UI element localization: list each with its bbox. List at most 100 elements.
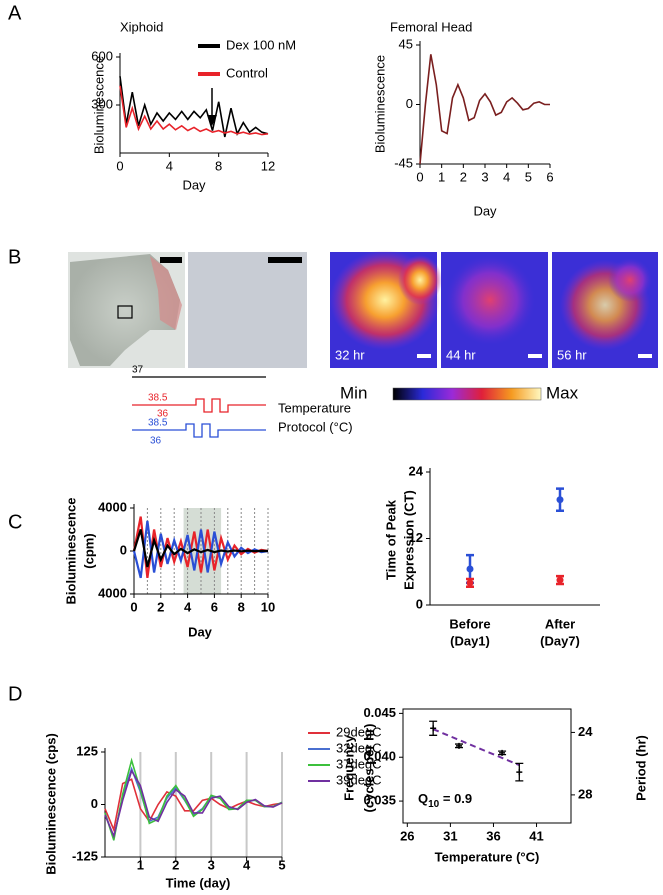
y-tick-label: 0	[120, 542, 127, 557]
point	[499, 749, 506, 756]
protocol-title: Protocol (°C)	[278, 419, 353, 434]
color-bar	[392, 387, 542, 401]
y-axis-label: Bioluminescence (cps)	[43, 733, 58, 875]
x-tick-label: 36	[486, 828, 500, 843]
x-tick-label: After	[545, 616, 575, 631]
protocol-label: 38.5	[148, 393, 168, 404]
y-axis-label: Bioluminescence	[91, 56, 106, 154]
point	[456, 742, 462, 749]
x-axis-label: Time (day)	[166, 875, 231, 890]
series-line	[104, 778, 283, 833]
time-label: 56 hr	[557, 347, 587, 362]
annotation-part: Q	[418, 791, 428, 806]
x-tick-label: 4	[503, 169, 510, 184]
panel-label: B	[8, 246, 21, 268]
point	[466, 565, 474, 573]
y-tick-label: 45	[399, 36, 413, 51]
x-tick-label: 6	[211, 599, 218, 614]
series-line	[419, 54, 550, 165]
y-axis-label: (cycles per hr)	[361, 724, 376, 813]
time-label: 44 hr	[446, 347, 476, 362]
series-line	[119, 85, 269, 136]
y-tick-label: 600	[91, 48, 113, 63]
y2-axis-label: Period (hr)	[633, 735, 648, 801]
fit-line	[432, 728, 520, 767]
legend-label: 32degC	[336, 740, 382, 755]
y-tick-label: 4000	[98, 585, 127, 600]
y-tick-label: 125	[76, 743, 98, 758]
protocol-label: 38.5	[148, 418, 168, 429]
scale-max: Max	[546, 383, 579, 402]
x-tick-label: 2	[460, 169, 467, 184]
x-tick-label: 4	[243, 857, 251, 872]
y-axis-label: Expression (CT)	[401, 490, 416, 590]
protocol-title: Temperature	[278, 400, 351, 415]
y-tick-label: -125	[72, 848, 98, 863]
point	[556, 576, 564, 584]
x-axis-label: Temperature (°C)	[435, 849, 540, 864]
panel-label: A	[8, 2, 22, 24]
y-tick-label: 0.040	[363, 749, 396, 764]
protocol-label: 36	[150, 436, 162, 447]
point	[430, 725, 437, 732]
panel-label: C	[8, 511, 22, 533]
legend-label: 39degC	[336, 772, 382, 787]
x-tick-label: 0	[130, 599, 137, 614]
x-tick-label: 8	[215, 158, 222, 173]
y-tick-label: 0.035	[363, 793, 396, 808]
x-tick-label: 2	[172, 857, 179, 872]
x-tick-label: 4	[166, 158, 173, 173]
protocol-label: 36	[157, 409, 169, 420]
heat-maps	[330, 250, 658, 368]
y-axis-label: Time of Peak	[383, 499, 398, 580]
y-axis-label: (cpm)	[81, 533, 96, 568]
x-tick-label: 1	[137, 857, 144, 872]
x-tick-label: 2	[157, 599, 164, 614]
x-tick-label: 12	[261, 158, 275, 173]
chart-title: Xiphoid	[120, 19, 163, 34]
y2-tick-label: 28	[578, 786, 592, 801]
x-tick-label: 0	[116, 158, 123, 173]
chart-title: Femoral Head	[390, 19, 472, 34]
time-label: 32 hr	[335, 347, 365, 362]
x-tick-label: 5	[278, 857, 285, 872]
x-tick-label: (Day1)	[450, 633, 490, 648]
y-tick-label: -45	[394, 155, 413, 170]
y-axis-label: Frequency	[341, 734, 356, 801]
y-tick-label: 0	[406, 96, 413, 111]
x-tick-label: 5	[525, 169, 532, 184]
panel-label: D	[8, 683, 22, 705]
x-tick-label: 6	[546, 169, 553, 184]
x-tick-label: 1	[438, 169, 445, 184]
x-tick-label: 10	[261, 599, 275, 614]
y-axis-label: Bioluminescence	[63, 498, 78, 605]
x-tick-label: Before	[449, 616, 490, 631]
y-tick-label: 24	[409, 463, 424, 478]
y-axis-label: Bioluminescence	[372, 55, 387, 153]
y2-tick-label: 24	[578, 724, 593, 739]
x-axis-label: Day	[188, 624, 213, 639]
point	[466, 579, 474, 587]
y-tick-label: 0	[416, 596, 423, 611]
series-line	[132, 529, 269, 568]
x-tick-label: 26	[400, 828, 414, 843]
y-tick-label: 4000	[98, 499, 127, 514]
scale-min: Min	[340, 383, 367, 402]
x-tick-label: (Day7)	[540, 633, 580, 648]
point	[516, 769, 523, 776]
y-tick-label: 0	[91, 796, 98, 811]
x-axis-label: Day	[182, 177, 206, 192]
x-tick-label: 0	[416, 169, 423, 184]
legend-label: 37degC	[336, 756, 382, 771]
x-tick-label: 31	[443, 828, 457, 843]
x-axis-label: Day	[473, 203, 497, 218]
series-line	[104, 768, 283, 839]
histology	[68, 252, 307, 368]
x-tick-label: 41	[529, 828, 543, 843]
annotation: Q10 = 0.9	[418, 791, 472, 809]
y-tick-label: 300	[91, 96, 113, 111]
legend-label: Control	[226, 65, 268, 80]
annotation-part: = 0.9	[439, 791, 472, 806]
